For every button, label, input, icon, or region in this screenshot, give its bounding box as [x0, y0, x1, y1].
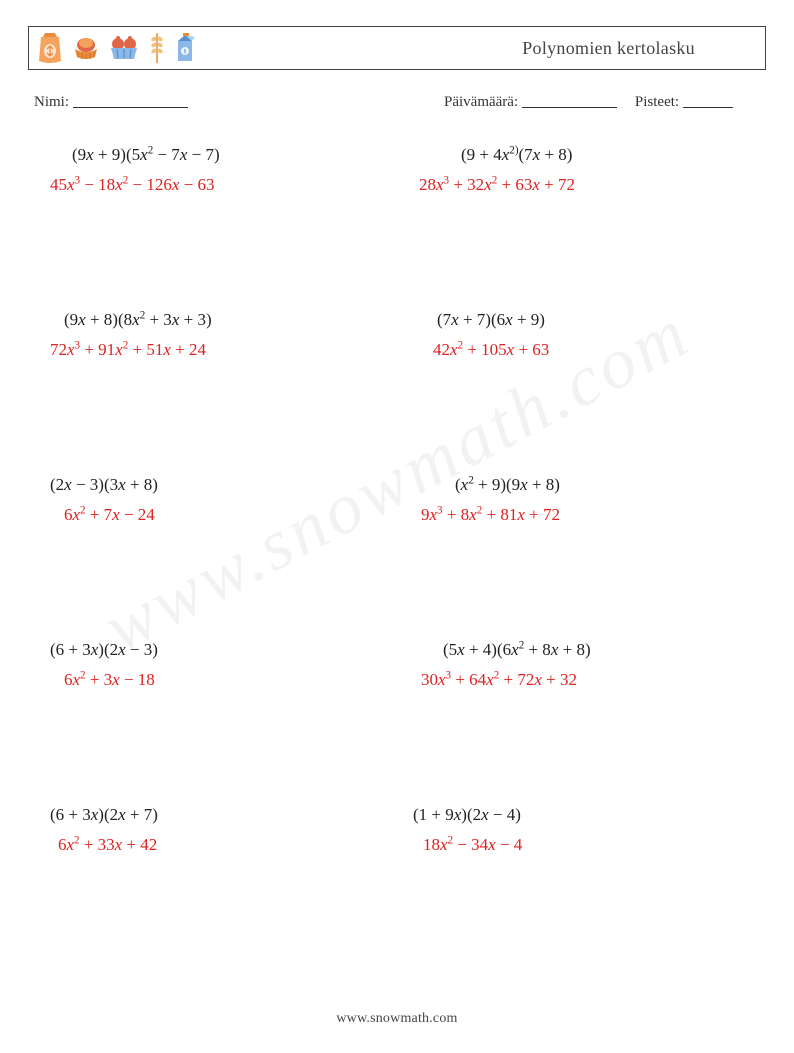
problem-1: (9x + 9)(5x2 − 7x − 7) 45x3 − 18x2 − 126x…: [46, 145, 387, 195]
meta-date: Päivämäärä:: [444, 94, 617, 111]
problem-answer: 9x3 + 8x2 + 81x + 72: [407, 505, 560, 525]
meta-score: Pisteet:: [635, 94, 733, 111]
problem-10: (1 + 9x)(2x − 4) 18x2 − 34x − 4: [407, 805, 748, 855]
pie-icon: [71, 33, 101, 63]
problem-3: (9x + 8)(8x2 + 3x + 3) 72x3 + 91x2 + 51x …: [46, 310, 387, 360]
problem-answer: 30x3 + 64x2 + 72x + 32: [407, 670, 577, 690]
problem-answer: 18x2 − 34x − 4: [407, 835, 522, 855]
problem-7: (6 + 3x)(2x − 3) 6x2 + 3x − 18: [46, 640, 387, 690]
name-label: Nimi:: [34, 94, 69, 110]
date-label: Päivämäärä:: [444, 94, 518, 110]
problem-answer: 6x2 + 3x − 18: [46, 670, 155, 690]
problem-question: (1 + 9x)(2x − 4): [407, 805, 521, 825]
date-blank[interactable]: [522, 107, 617, 108]
problem-4: (7x + 7)(6x + 9) 42x2 + 105x + 63: [407, 310, 748, 360]
meta-name: Nimi:: [34, 94, 444, 111]
score-label: Pisteet:: [635, 94, 679, 110]
problem-question: (2x − 3)(3x + 8): [46, 475, 158, 495]
worksheet-title: Polynomien kertolasku: [522, 38, 755, 59]
problem-question: (6 + 3x)(2x + 7): [46, 805, 158, 825]
problem-6: (x2 + 9)(9x + 8) 9x3 + 8x2 + 81x + 72: [407, 475, 748, 525]
name-blank[interactable]: [73, 107, 188, 108]
problems-grid: (9x + 9)(5x2 − 7x − 7) 45x3 − 18x2 − 126x…: [28, 145, 766, 855]
score-blank[interactable]: [683, 107, 733, 108]
problem-answer: 45x3 − 18x2 − 126x − 63: [46, 175, 214, 195]
problem-answer: 28x3 + 32x2 + 63x + 72: [407, 175, 575, 195]
header-icons: [35, 31, 197, 65]
problem-5: (2x − 3)(3x + 8) 6x2 + 7x − 24: [46, 475, 387, 525]
problem-8: (5x + 4)(6x2 + 8x + 8) 30x3 + 64x2 + 72x …: [407, 640, 748, 690]
problem-9: (6 + 3x)(2x + 7) 6x2 + 33x + 42: [46, 805, 387, 855]
meta-row: Nimi: Päivämäärä: Pisteet:: [28, 94, 766, 111]
flour-bag-icon: [35, 31, 65, 65]
problem-question: (9x + 9)(5x2 − 7x − 7): [46, 145, 220, 165]
cupcakes-icon: [107, 33, 141, 63]
problem-question: (5x + 4)(6x2 + 8x + 8): [407, 640, 591, 660]
problem-question: (9x + 8)(8x2 + 3x + 3): [46, 310, 212, 330]
milk-carton-icon: [173, 31, 197, 65]
footer-text: www.snowmath.com: [0, 1011, 794, 1027]
problem-question: (9 + 4x2)(7x + 8): [407, 145, 572, 165]
problem-question: (7x + 7)(6x + 9): [407, 310, 545, 330]
worksheet-header: Polynomien kertolasku: [28, 26, 766, 70]
problem-answer: 6x2 + 7x − 24: [46, 505, 155, 525]
problem-answer: 72x3 + 91x2 + 51x + 24: [46, 340, 206, 360]
problem-question: (x2 + 9)(9x + 8): [407, 475, 560, 495]
problem-question: (6 + 3x)(2x − 3): [46, 640, 158, 660]
wheat-icon: [147, 31, 167, 65]
problem-answer: 6x2 + 33x + 42: [46, 835, 157, 855]
problem-answer: 42x2 + 105x + 63: [407, 340, 549, 360]
problem-2: (9 + 4x2)(7x + 8) 28x3 + 32x2 + 63x + 72: [407, 145, 748, 195]
